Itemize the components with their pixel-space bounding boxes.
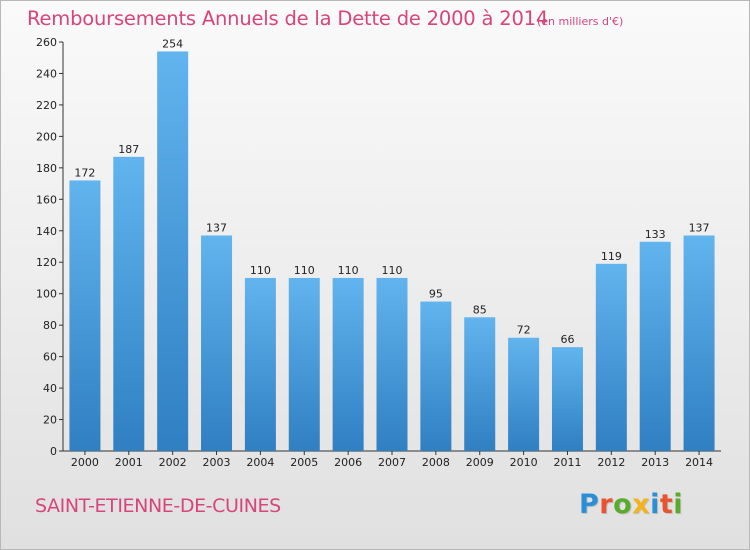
data-label: 72 (517, 324, 531, 337)
bar (332, 277, 364, 451)
y-tick-label: 100 (36, 288, 57, 301)
logo-letter: r (599, 489, 614, 520)
data-label: 85 (473, 303, 487, 316)
proxiti-logo: Proxiti (579, 489, 683, 520)
data-label: 95 (429, 288, 443, 301)
data-label: 110 (294, 264, 315, 277)
x-tick-label: 2013 (641, 456, 669, 469)
chart-title: Remboursements Annuels de la Dette de 20… (27, 7, 549, 30)
bar (508, 337, 540, 451)
bar (639, 241, 671, 451)
data-label: 137 (206, 221, 227, 234)
data-label: 110 (338, 264, 359, 277)
x-tick-label: 2009 (466, 456, 494, 469)
y-tick-label: 160 (36, 193, 57, 206)
y-tick-label: 200 (36, 130, 57, 143)
y-tick-label: 40 (43, 382, 57, 395)
y-tick-label: 240 (36, 67, 57, 80)
data-label: 119 (601, 250, 622, 263)
data-label: 66 (560, 333, 574, 346)
x-tick-label: 2012 (597, 456, 625, 469)
y-tick-label: 140 (36, 225, 57, 238)
x-tick-label: 2010 (510, 456, 538, 469)
logo-letter: P (579, 489, 600, 520)
bar (551, 347, 583, 451)
y-tick-label: 80 (43, 319, 57, 332)
x-tick-label: 2003 (203, 456, 231, 469)
data-label: 110 (382, 264, 403, 277)
bar (683, 235, 715, 451)
bar (464, 317, 496, 451)
x-tick-label: 2011 (553, 456, 581, 469)
x-tick-label: 2014 (685, 456, 713, 469)
chart-subtitle: (en milliers d'€) (537, 15, 624, 28)
logo-letter: x (632, 489, 651, 520)
data-label: 254 (162, 37, 183, 50)
y-tick-label: 20 (43, 414, 57, 427)
y-tick-label: 120 (36, 256, 57, 269)
logo-letter: o (613, 489, 633, 520)
bar (69, 180, 101, 451)
bar (376, 277, 408, 451)
logo-letter: i (673, 489, 684, 520)
data-label: 187 (118, 143, 139, 156)
commune-name: SAINT-ETIENNE-DE-CUINES (35, 495, 281, 517)
bar (288, 277, 320, 451)
data-label: 110 (250, 264, 271, 277)
logo-letter: t (659, 489, 674, 520)
y-tick-label: 220 (36, 99, 57, 112)
logo-letter: i (650, 489, 660, 520)
bar (157, 51, 189, 451)
y-tick-label: 60 (43, 351, 57, 364)
bar (201, 235, 233, 451)
bar (595, 263, 627, 451)
y-tick-label: 0 (50, 445, 57, 458)
data-label: 133 (645, 228, 666, 241)
x-tick-label: 2007 (378, 456, 406, 469)
x-tick-label: 2008 (422, 456, 450, 469)
bar (244, 277, 276, 451)
x-tick-label: 2002 (159, 456, 187, 469)
data-label: 137 (689, 221, 710, 234)
x-tick-label: 2004 (246, 456, 274, 469)
x-tick-label: 2006 (334, 456, 362, 469)
x-tick-label: 2005 (290, 456, 318, 469)
data-label: 172 (74, 166, 95, 179)
x-tick-label: 2000 (71, 456, 99, 469)
x-tick-label: 2001 (115, 456, 143, 469)
y-tick-label: 180 (36, 162, 57, 175)
bar (420, 301, 452, 451)
y-tick-label: 260 (36, 36, 57, 49)
bar (113, 156, 145, 452)
